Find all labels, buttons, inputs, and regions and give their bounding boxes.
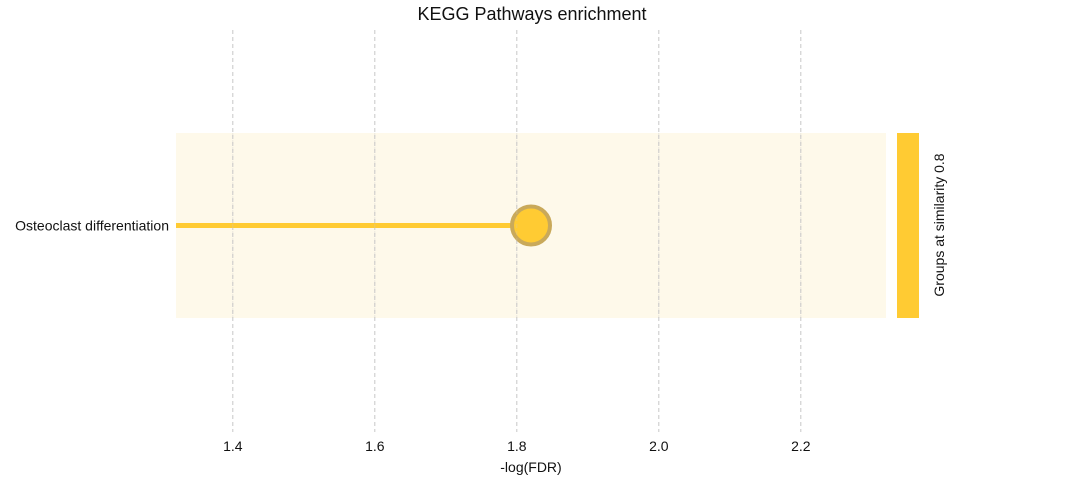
group-color-bar: [897, 133, 919, 318]
grid-layer: [232, 30, 802, 432]
chart-title: KEGG Pathways enrichment: [417, 4, 646, 24]
x-tick-label: 2.2: [791, 438, 811, 454]
x-axis-label: -log(FDR): [500, 459, 561, 475]
group-band-label: Groups at similarity 0.8: [931, 153, 947, 296]
mark-layer: [176, 133, 802, 318]
x-tick-label: 1.6: [365, 438, 385, 454]
x-tick-label: 1.4: [223, 438, 243, 454]
label-layer: 1.4 1.6 1.8 2.0 2.2 Osteoclast differentiatio…: [15, 218, 811, 455]
x-tick-label: 2.0: [649, 438, 669, 454]
x-tick-label: 1.8: [507, 438, 527, 454]
category-label: Osteoclast differentiation: [15, 218, 169, 234]
lollipop-marker: [510, 204, 552, 247]
